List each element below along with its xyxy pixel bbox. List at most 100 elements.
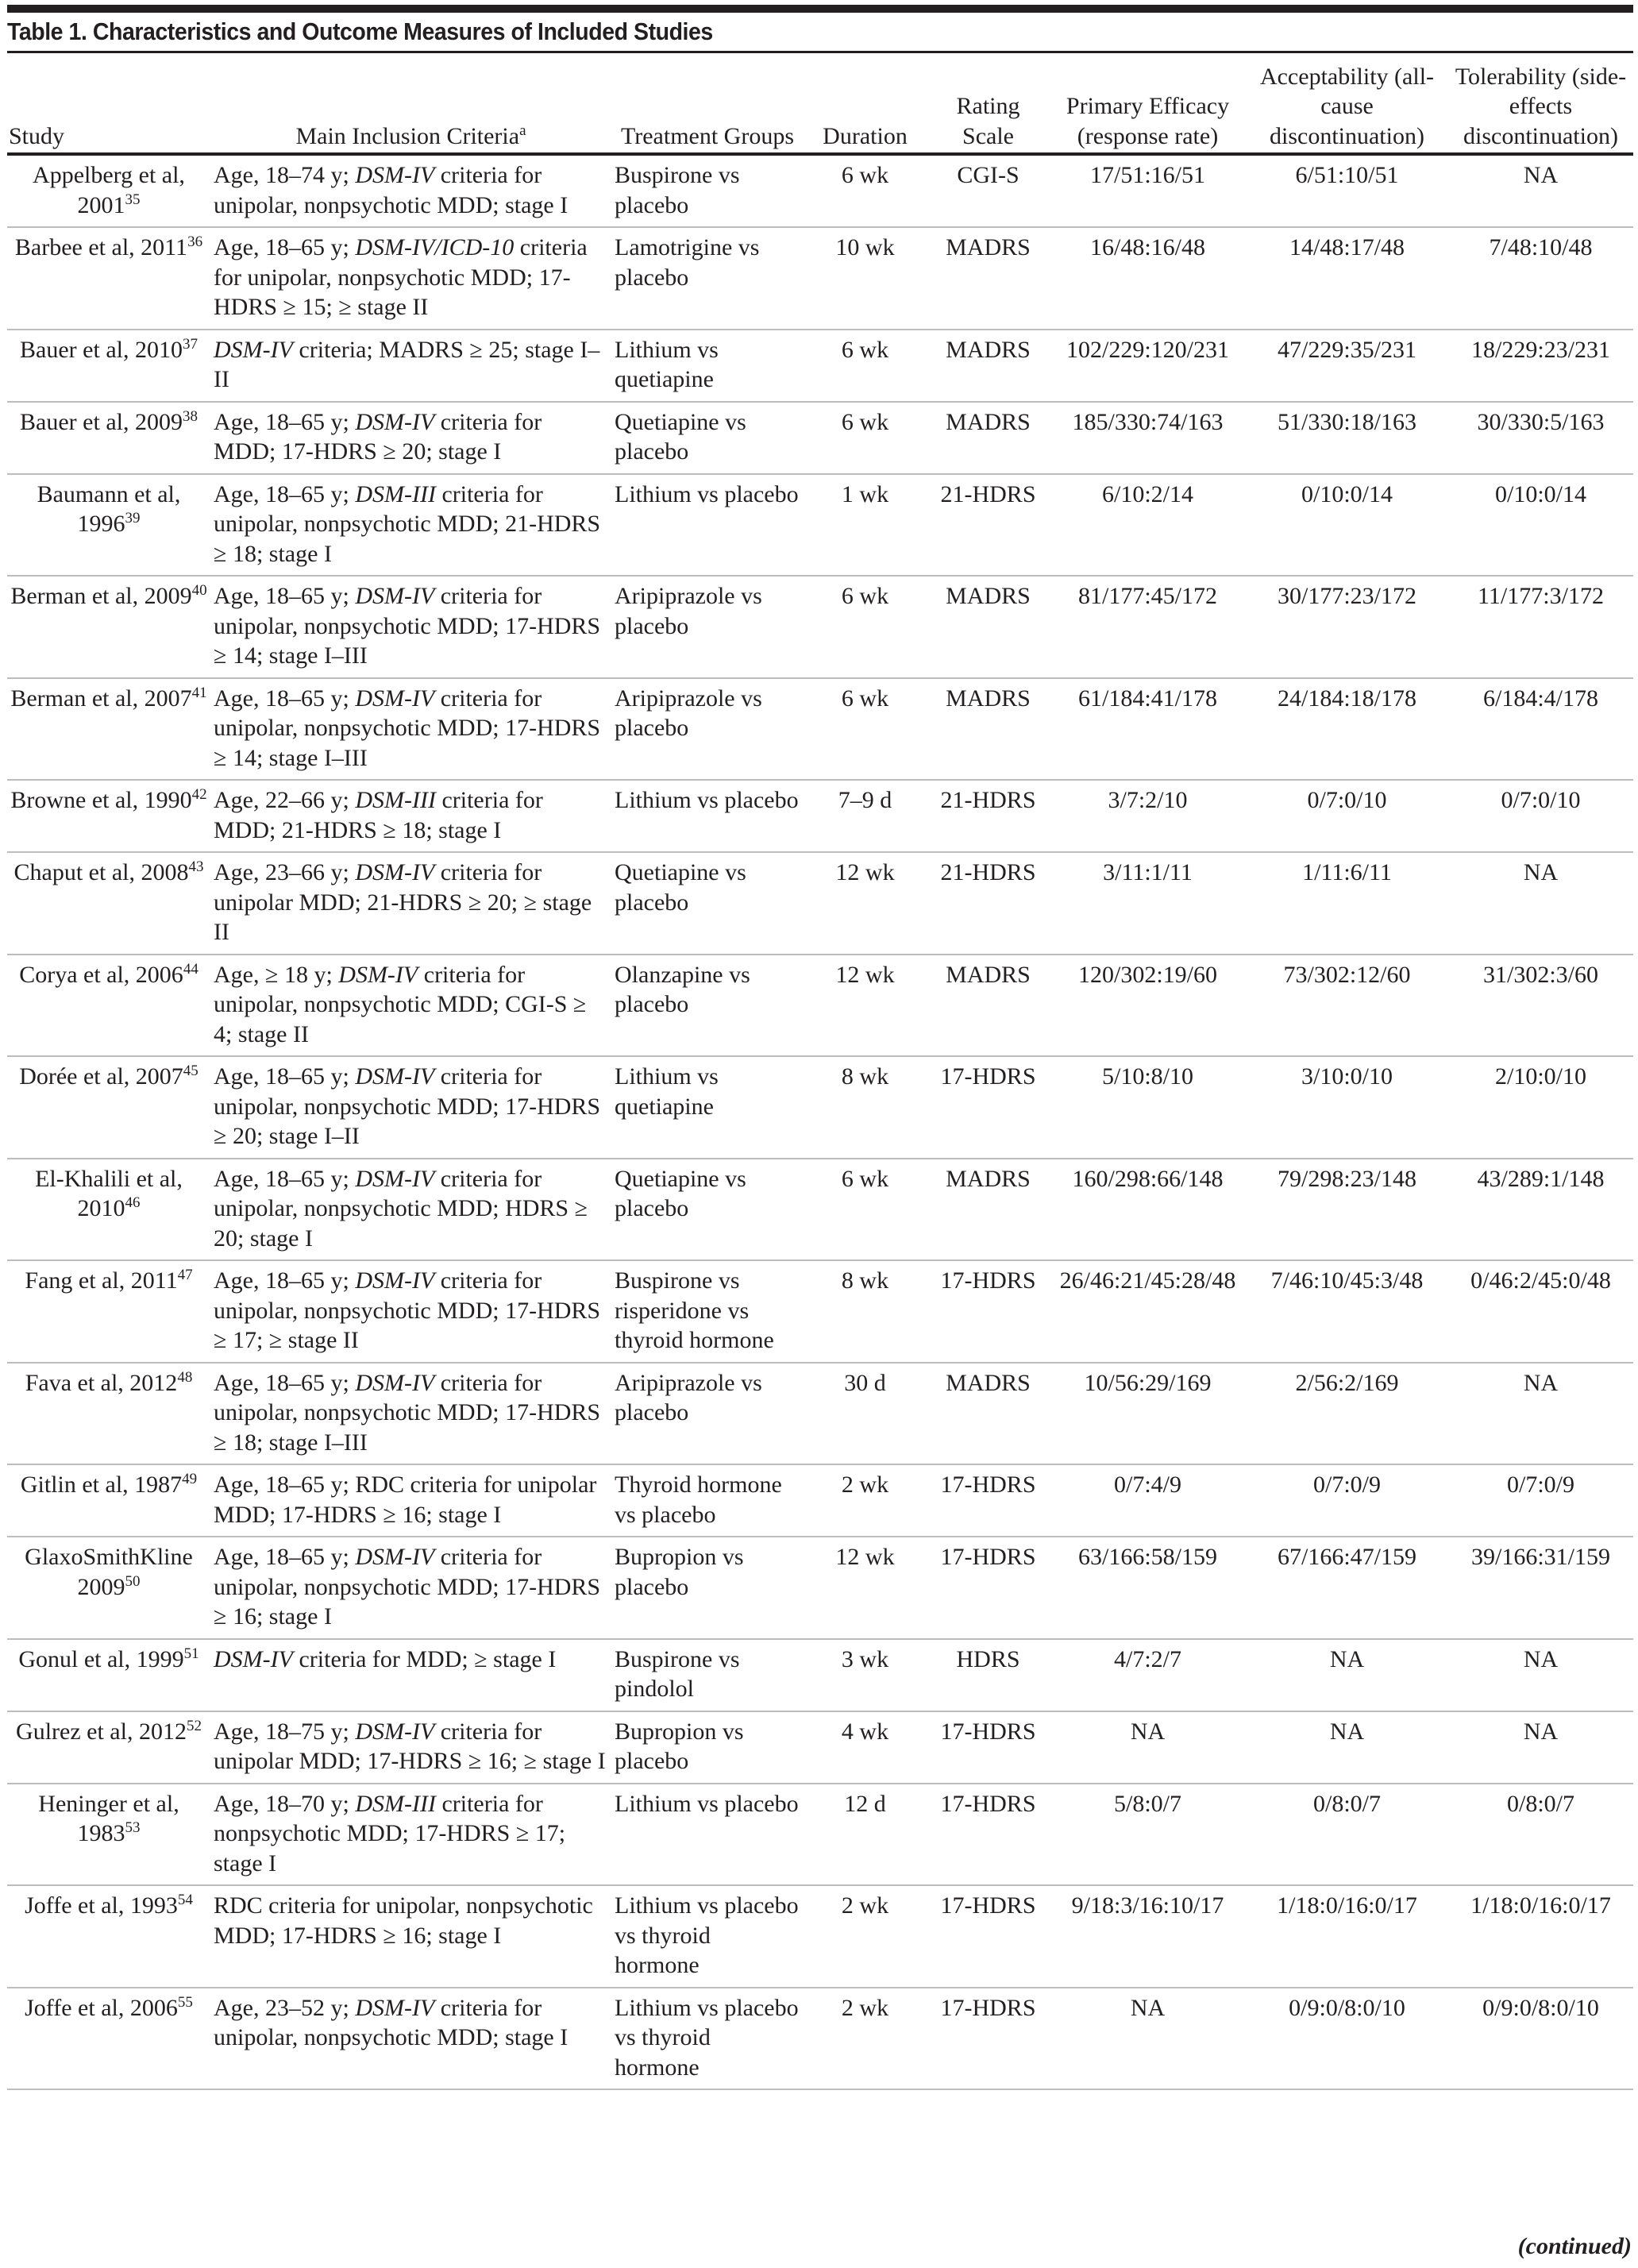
continued-note: (continued) — [1517, 2233, 1632, 2259]
study-cell: Berman et al, 200741 — [7, 678, 210, 781]
acceptability-cell: 1/11:6/11 — [1302, 859, 1392, 885]
table-row: GlaxoSmithKline 200950 Age, 18–65 y; DSM-… — [7, 1537, 1633, 1639]
reference-number: 38 — [182, 407, 198, 425]
duration-cell: 8 wk — [841, 1063, 889, 1090]
criteria-cell: Age, 18–65 y; DSM-IV criteria for unipol… — [210, 1159, 611, 1261]
reference-number: 53 — [125, 1819, 141, 1836]
criteria-cell: Age, 18–74 y; DSM-IV criteria for unipol… — [210, 154, 611, 227]
treatment-cell: Buspirone vs placebo — [615, 162, 740, 218]
rating-cell: MADRS — [946, 961, 1031, 988]
criteria-italic-text: DSM-IV — [355, 685, 435, 712]
study-cell: Corya et al, 200644 — [7, 955, 210, 1057]
table-row: Berman et al, 200940 Age, 18–65 y; DSM-IV… — [7, 576, 1633, 678]
duration-cell: 4 wk — [841, 1718, 889, 1745]
study-name: Heninger et al, 1983 — [38, 1790, 179, 1847]
efficacy-cell: 9/18:3/16:10/17 — [1071, 1892, 1224, 1919]
efficacy-cell: 3/11:1/11 — [1103, 859, 1193, 885]
duration-cell: 30 d — [844, 1369, 886, 1396]
table-row: Chaput et al, 200843 Age, 23–66 y; DSM-IV… — [7, 852, 1633, 955]
treatment-cell: Aripiprazole vs placebo — [615, 583, 762, 639]
study-cell: Browne et al, 199042 — [7, 780, 210, 852]
rating-cell: 17-HDRS — [940, 1892, 1036, 1919]
study-name: Bauer et al, 2009 — [20, 408, 183, 435]
tolerability-cell: NA — [1523, 1369, 1559, 1396]
efficacy-cell: 63/166:58/159 — [1077, 1544, 1217, 1570]
rating-cell: 17-HDRS — [940, 1472, 1036, 1498]
rating-cell: 17-HDRS — [940, 1994, 1036, 2021]
study-name: Gulrez et al, 2012 — [16, 1718, 187, 1745]
study-cell: Bauer et al, 200938 — [7, 402, 210, 474]
criteria-text: Age, 18–65 y; — [214, 408, 356, 435]
treatment-cell: Lithium vs quetiapine — [615, 336, 719, 393]
criteria-text: criteria; MADRS ≥ 25; stage I–II — [214, 336, 600, 393]
reference-number: 55 — [177, 1993, 193, 2011]
duration-cell: 2 wk — [841, 1892, 889, 1919]
rating-cell: MADRS — [946, 583, 1031, 609]
criteria-italic-text: DSM-IV — [355, 583, 435, 609]
header-acceptability: Acceptability (all-cause discontinuation… — [1259, 63, 1435, 149]
criteria-italic-text: DSM-III — [355, 1790, 436, 1817]
acceptability-cell: 1/18:0/16:0/17 — [1277, 1892, 1417, 1919]
table-row: Berman et al, 200741 Age, 18–65 y; DSM-IV… — [7, 678, 1633, 781]
criteria-italic-text: DSM-IV — [355, 1267, 435, 1294]
study-name: El-Khalili et al, 2010 — [35, 1165, 183, 1222]
criteria-text: Age, 18–70 y; — [214, 1790, 356, 1817]
table-title: Table 1. Characteristics and Outcome Mea… — [7, 17, 713, 45]
criteria-italic-text: DSM-III — [355, 787, 436, 813]
tolerability-cell: NA — [1523, 859, 1559, 885]
study-cell: Joffe et al, 200655 — [7, 1988, 210, 2090]
criteria-cell: Age, 18–65 y; DSM-IV criteria for unipol… — [210, 1056, 611, 1159]
header-criteria-label: Main Inclusion Criteria — [295, 122, 520, 149]
criteria-text: RDC criteria for unipolar, nonpsychotic … — [214, 1892, 593, 1949]
study-cell: Berman et al, 200940 — [7, 576, 210, 678]
reference-number: 45 — [183, 1063, 198, 1079]
criteria-text: Age, 18–65 y; — [214, 1267, 356, 1294]
treatment-cell: Lithium vs placebo — [615, 787, 799, 813]
tolerability-cell: 39/166:31/159 — [1470, 1544, 1610, 1570]
criteria-text: criteria for unipolar, nonpsychotic MDD;… — [214, 480, 601, 567]
efficacy-cell: 5/8:0/7 — [1113, 1790, 1181, 1817]
duration-cell: 2 wk — [841, 1994, 889, 2021]
table-row: Gonul et al, 199951 DSM-IV criteria for M… — [7, 1639, 1633, 1711]
duration-cell: 10 wk — [835, 234, 895, 260]
duration-cell: 12 d — [844, 1790, 886, 1817]
reference-number: 54 — [177, 1892, 193, 1908]
rating-cell: HDRS — [956, 1645, 1020, 1672]
header-rating: Rating Scale — [956, 93, 1020, 149]
footnote-marker: a — [519, 122, 526, 139]
tolerability-cell: 43/289:1/148 — [1477, 1165, 1605, 1192]
efficacy-cell: NA — [1130, 1718, 1166, 1745]
acceptability-cell: NA — [1329, 1645, 1365, 1672]
criteria-text: criteria for unipolar, nonpsychotic MDD;… — [214, 1369, 601, 1456]
criteria-text: criteria for MDD; 17-HDRS ≥ 20; stage I — [214, 408, 542, 465]
study-name: Browne et al, 1990 — [10, 787, 192, 813]
criteria-italic-text: DSM-IV — [355, 1544, 435, 1570]
treatment-cell: Thyroid hormone vs placebo — [615, 1472, 782, 1528]
duration-cell: 12 wk — [835, 1544, 895, 1570]
efficacy-cell: 4/7:2/7 — [1113, 1645, 1181, 1672]
criteria-text: criteria for unipolar, nonpsychotic MDD;… — [214, 162, 568, 218]
table-row: Heninger et al, 198353 Age, 18–70 y; DSM-… — [7, 1784, 1633, 1886]
reference-number: 39 — [125, 510, 141, 526]
efficacy-cell: 17/51:16/51 — [1089, 162, 1205, 188]
duration-cell: 1 wk — [841, 480, 889, 507]
efficacy-cell: 185/330:74/163 — [1072, 408, 1224, 435]
table-row: Gitlin et al, 198749 Age, 18–65 y; RDC cr… — [7, 1464, 1633, 1537]
duration-cell: 6 wk — [841, 583, 889, 609]
table-body: Appelberg et al, 200135 Age, 18–74 y; DSM… — [7, 154, 1633, 2089]
tolerability-cell: 0/9:0/8:0/10 — [1482, 1994, 1599, 2021]
table-row: El-Khalili et al, 201046 Age, 18–65 y; DS… — [7, 1159, 1633, 1261]
study-cell: Appelberg et al, 200135 — [7, 154, 210, 227]
criteria-cell: Age, 18–70 y; DSM-III criteria for nonps… — [210, 1784, 611, 1886]
criteria-italic-text: DSM-IV — [355, 1063, 435, 1090]
criteria-cell: Age, 18–75 y; DSM-IV criteria for unipol… — [210, 1711, 611, 1784]
criteria-italic-text: DSM-IV/ICD-10 — [355, 234, 515, 260]
criteria-cell: Age, 18–65 y; DSM-IV criteria for unipol… — [210, 1363, 611, 1465]
reference-number: 41 — [191, 684, 207, 701]
study-name: Gonul et al, 1999 — [18, 1645, 184, 1672]
study-name: Dorée et al, 2007 — [19, 1063, 183, 1090]
study-name: Bauer et al, 2010 — [20, 336, 183, 363]
header-criteria: Main Inclusion Criteriaa — [210, 52, 611, 155]
criteria-text: criteria for unipolar MDD; 21-HDRS ≥ 20;… — [214, 859, 592, 945]
reference-number: 47 — [177, 1267, 193, 1283]
